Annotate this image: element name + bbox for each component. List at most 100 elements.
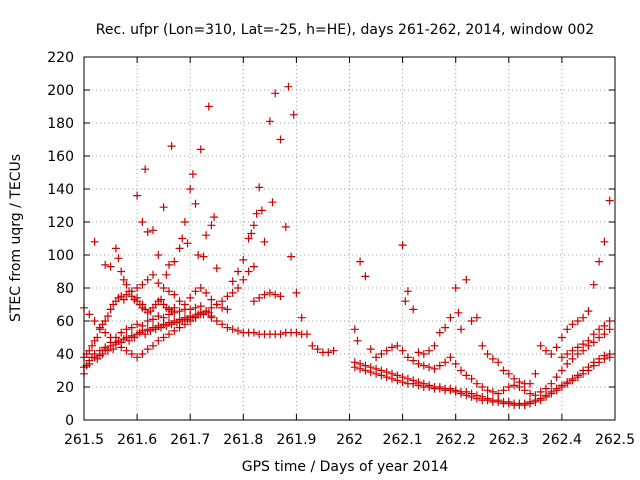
data-point xyxy=(85,359,94,368)
data-point xyxy=(441,358,450,367)
data-point xyxy=(446,313,455,322)
data-point xyxy=(90,237,99,246)
data-point xyxy=(467,392,476,401)
data-point xyxy=(249,262,258,271)
data-point xyxy=(595,333,604,342)
y-tick-label: 120 xyxy=(47,215,74,231)
data-point xyxy=(268,198,277,207)
data-point xyxy=(199,252,208,261)
data-point xyxy=(204,102,213,111)
data-point xyxy=(93,333,102,342)
data-point xyxy=(141,330,150,339)
data-point xyxy=(271,290,280,299)
data-point xyxy=(260,237,269,246)
data-point xyxy=(157,295,165,304)
y-tick-label: 100 xyxy=(47,248,74,264)
data-point xyxy=(361,272,370,281)
x-tick-label: 261.8 xyxy=(223,432,263,448)
data-point xyxy=(133,191,142,200)
data-point xyxy=(483,386,492,395)
data-point xyxy=(595,325,604,334)
data-point xyxy=(244,234,253,243)
data-point xyxy=(568,320,577,329)
data-point xyxy=(143,317,152,325)
data-point xyxy=(526,399,534,408)
data-point xyxy=(409,305,418,314)
data-point xyxy=(494,358,503,367)
y-axis-label: STEC from uqrg / TECUs xyxy=(8,154,24,322)
data-point xyxy=(510,381,519,390)
data-point xyxy=(499,386,508,395)
data-point xyxy=(234,267,242,276)
data-point xyxy=(249,297,258,306)
data-point xyxy=(117,328,126,337)
data-point xyxy=(183,239,192,248)
data-point xyxy=(127,323,136,332)
data-point xyxy=(462,275,471,284)
data-point xyxy=(133,284,142,292)
data-point xyxy=(186,293,195,302)
data-point xyxy=(579,340,588,349)
data-point xyxy=(462,391,471,400)
data-point xyxy=(382,346,391,355)
data-point xyxy=(600,354,609,363)
data-point xyxy=(117,343,126,352)
data-point xyxy=(542,392,550,401)
data-point xyxy=(308,341,317,350)
y-tick-label: 60 xyxy=(56,314,74,330)
data-point xyxy=(186,185,195,193)
data-point xyxy=(111,338,120,347)
data-point xyxy=(218,303,227,312)
data-point xyxy=(162,270,171,279)
data-point xyxy=(252,209,261,218)
data-point xyxy=(563,359,572,368)
x-tick-label: 262.2 xyxy=(436,432,476,448)
data-point xyxy=(170,290,179,299)
data-point xyxy=(573,373,582,382)
data-point xyxy=(138,218,147,226)
data-point xyxy=(170,326,179,335)
data-point xyxy=(234,326,242,335)
data-point xyxy=(292,328,301,337)
data-point xyxy=(154,336,163,345)
data-point xyxy=(393,341,402,350)
data-point xyxy=(547,350,556,358)
data-point xyxy=(90,317,99,325)
data-point xyxy=(212,264,221,273)
x-axis-label: GPS time / Days of year 2014 xyxy=(242,459,449,475)
data-point xyxy=(101,345,110,354)
x-tick-label: 261.5 xyxy=(64,432,104,448)
y-tick-label: 160 xyxy=(47,149,74,165)
data-point xyxy=(85,346,94,355)
data-point xyxy=(605,196,614,205)
data-point xyxy=(595,358,604,367)
axis-layer: 261.5 261.6 261.7 261.8 261.9 262 262.1 262.2 26… xyxy=(47,50,635,448)
data-point xyxy=(478,383,487,391)
data-point xyxy=(106,262,115,271)
grid-layer xyxy=(84,57,615,420)
data-point xyxy=(149,341,157,350)
data-point xyxy=(536,396,545,405)
data-point xyxy=(520,401,529,410)
data-point xyxy=(191,313,200,322)
data-point xyxy=(499,366,508,375)
data-point xyxy=(361,366,370,375)
data-point xyxy=(297,313,306,322)
data-point xyxy=(356,257,365,266)
data-point xyxy=(196,284,205,292)
y-tick-label: 0 xyxy=(65,413,74,429)
data-point xyxy=(520,386,529,395)
data-point xyxy=(276,135,285,144)
data-point xyxy=(95,351,104,360)
data-point xyxy=(457,366,465,375)
data-point xyxy=(457,325,465,334)
data-point xyxy=(403,353,412,362)
data-point xyxy=(196,145,205,154)
data-point xyxy=(451,359,460,368)
data-point xyxy=(377,350,386,358)
data-point xyxy=(589,280,598,289)
data-point xyxy=(377,371,386,380)
data-point xyxy=(303,330,311,339)
data-point xyxy=(563,325,572,334)
data-point xyxy=(414,381,423,390)
